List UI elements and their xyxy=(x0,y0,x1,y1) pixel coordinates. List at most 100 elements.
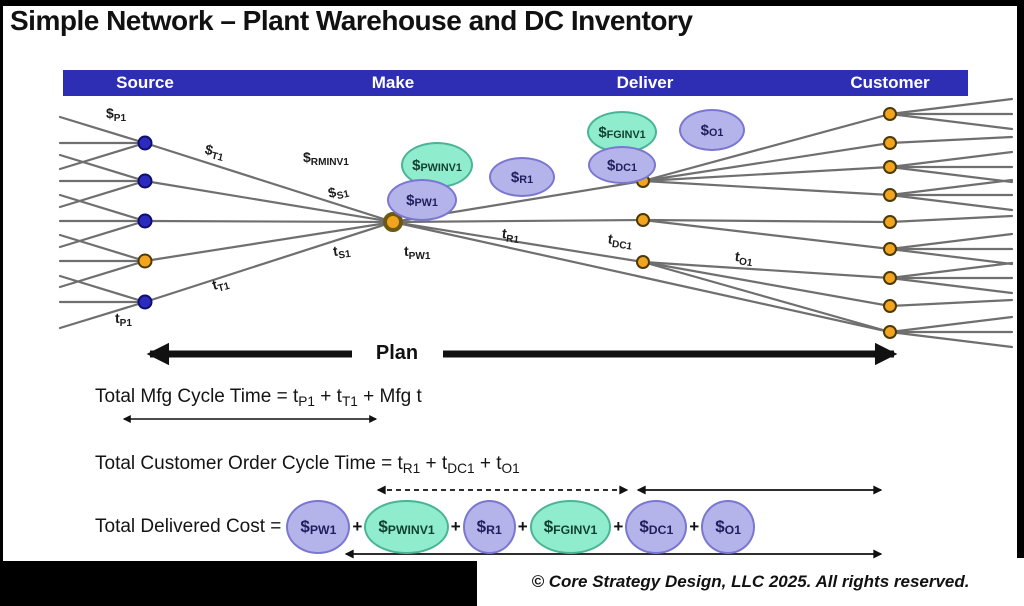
supplier-fan-edge xyxy=(58,300,147,330)
customer-fan-edge xyxy=(888,247,1014,266)
delivered-cost-terms: $ PW1 + $ PWINV1 + $ R1 + $ FGINV1 + $ DC1 + $ O1 xyxy=(286,500,755,554)
subscript: PW1 xyxy=(408,250,431,262)
subscript: PW1 xyxy=(414,197,438,210)
customer-fan-edge xyxy=(888,276,1014,295)
source-node xyxy=(137,213,153,229)
customer-node xyxy=(883,325,897,339)
customer-fan-edge xyxy=(888,150,1014,169)
customer-fan-edge xyxy=(888,135,1014,145)
cost-bubble-O1: $ O1 xyxy=(679,109,745,151)
customer-fan-edge xyxy=(888,97,1014,116)
network-edge xyxy=(143,219,395,224)
supplier-fan-edge xyxy=(58,274,147,304)
subscript: R1 xyxy=(402,460,421,476)
subscript: RMINV1 xyxy=(310,156,349,168)
subscript: PWINV1 xyxy=(420,162,462,175)
customer-fan-edge xyxy=(888,112,1014,131)
customer-node xyxy=(883,107,897,121)
dc-node xyxy=(636,255,650,269)
subscript: R1 xyxy=(519,174,534,187)
subscript: DC1 xyxy=(615,162,637,175)
network-edge xyxy=(391,218,645,224)
left-border xyxy=(0,0,3,561)
subscript: T1 xyxy=(341,393,358,409)
subscript: DC1 xyxy=(447,460,475,476)
dc-node xyxy=(636,213,650,227)
supplier-fan-edge xyxy=(58,179,147,209)
customer-fan-edge xyxy=(888,330,1014,349)
plus-sign: + xyxy=(517,517,528,536)
customer-fan-edge xyxy=(888,165,1014,184)
cost-term-O1: $ O1 xyxy=(701,500,755,554)
subscript: R1 xyxy=(486,523,502,538)
subscript: P1 xyxy=(119,317,132,329)
source-node xyxy=(137,294,153,310)
supplier-fan-edge xyxy=(58,193,147,223)
network-edge xyxy=(641,260,892,308)
customer-fan-edge xyxy=(888,261,1014,280)
page-title: Simple Network – Plant Warehouse and DC … xyxy=(10,5,693,36)
cost-bubble-DC1: $ DC1 xyxy=(588,146,656,184)
plan-label: Plan xyxy=(375,342,419,364)
subscript: FGINV1 xyxy=(553,523,598,538)
customer-node xyxy=(883,242,897,256)
cost-term-DC1: $ DC1 xyxy=(625,500,688,554)
supplier-fan-edge xyxy=(58,233,147,263)
network-edge xyxy=(641,179,892,197)
edge-label-tS1: tS1 xyxy=(331,242,352,262)
subscript: S1 xyxy=(337,248,352,262)
edge-label-$S1: $S1 xyxy=(326,183,351,203)
network-edge xyxy=(641,218,892,251)
customer-fan-edge xyxy=(888,214,1014,224)
plus-sign: + xyxy=(689,517,700,536)
cost-bubble-PW1: $ PW1 xyxy=(387,179,457,221)
network-edge xyxy=(641,165,892,183)
subscript: O1 xyxy=(708,127,724,140)
header-section-source: Source xyxy=(116,73,174,92)
network-edge xyxy=(641,112,892,183)
subscript: DC1 xyxy=(648,523,674,538)
subscript: T1 xyxy=(210,150,225,164)
cost-term-R1: $ R1 xyxy=(462,500,516,554)
subscript: PW1 xyxy=(309,523,337,538)
customer-node xyxy=(883,160,897,174)
edge-label-tR1: tR1 xyxy=(501,224,520,246)
subscript: FGINV1 xyxy=(606,129,646,142)
network-edge xyxy=(143,220,395,263)
source-node xyxy=(137,135,153,151)
subscript: O1 xyxy=(724,523,741,538)
right-border xyxy=(1017,0,1024,558)
plus-sign: + xyxy=(613,517,624,536)
edge-label-tO1: tO1 xyxy=(733,247,754,269)
supplier-fan-edge xyxy=(58,259,147,289)
supplier-fan-edge xyxy=(58,153,147,183)
network-edge xyxy=(143,141,395,224)
edge-label-tDC1: tDC1 xyxy=(607,230,633,253)
formula-mfg-cycle-time: Total Mfg Cycle Time = tP1 + tT1 + Mfg t xyxy=(95,386,422,409)
network-edge xyxy=(391,220,645,264)
cost-term-FGINV1: $ FGINV1 xyxy=(529,500,612,554)
source-node xyxy=(137,173,153,189)
subscript: DC1 xyxy=(611,238,633,253)
network-edge xyxy=(641,260,892,280)
network-edge xyxy=(391,220,892,334)
process-header-bar xyxy=(63,70,968,96)
cost-bubble-R1: $ R1 xyxy=(489,157,555,197)
subscript: P1 xyxy=(113,112,127,124)
supplier-fan-edge xyxy=(58,141,147,171)
customer-node xyxy=(883,136,897,150)
network-edge xyxy=(641,141,892,183)
delivered-cost-label: Total Delivered Cost = xyxy=(95,516,282,537)
plus-sign: + xyxy=(352,517,363,536)
subscript: P1 xyxy=(298,393,315,409)
edge-label-tPW1: tPW1 xyxy=(404,243,431,262)
subscript: O1 xyxy=(501,460,520,476)
header-section-customer: Customer xyxy=(850,73,930,92)
customer-fan-edge xyxy=(888,315,1014,334)
plus-sign: + xyxy=(450,517,461,536)
subscript: R1 xyxy=(505,233,520,246)
network-edge xyxy=(641,218,892,224)
customer-fan-edge xyxy=(888,178,1014,197)
subscript: PWINV1 xyxy=(387,523,435,538)
